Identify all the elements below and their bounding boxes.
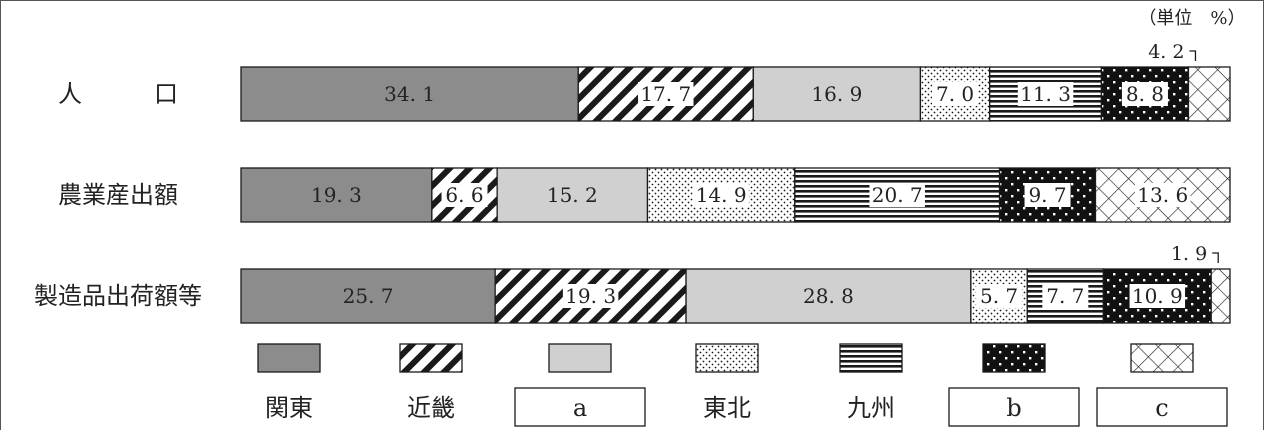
- data-label-bg: [976, 284, 1023, 308]
- data-label: 5. 7: [980, 284, 1018, 308]
- data-label: 34. 1: [384, 82, 435, 106]
- bar-segment: [1187, 66, 1231, 122]
- legend-label: 近畿: [407, 394, 455, 422]
- category-label: 製造品出荷額等: [34, 282, 202, 310]
- legend-swatch: [982, 343, 1046, 373]
- data-label-bg: [441, 183, 488, 207]
- data-label: 16. 9: [811, 82, 862, 106]
- data-label: 25. 7: [343, 284, 394, 308]
- callout-leader: [1212, 252, 1219, 263]
- bar-segment: [240, 167, 433, 223]
- legend-swatch: [695, 343, 759, 373]
- legend-name-box: [514, 387, 646, 427]
- data-label-bg: [1134, 183, 1191, 207]
- data-label: 6. 6: [445, 183, 483, 207]
- data-label-bg: [869, 183, 925, 207]
- data-label: 14. 9: [696, 183, 747, 207]
- data-label: 4. 2: [1148, 41, 1184, 63]
- unit-note: （単位 %）: [1138, 8, 1245, 29]
- data-label-bg: [1129, 284, 1186, 308]
- legend-label: c: [1155, 394, 1168, 422]
- bar-segment: [685, 268, 972, 324]
- legend: 関東 近畿 a 東北 九州 b c: [257, 343, 1228, 427]
- data-label: 10. 9: [1132, 284, 1183, 308]
- data-label-bg: [638, 82, 694, 106]
- data-label-bg: [1042, 284, 1089, 308]
- data-label: 19. 3: [311, 183, 362, 207]
- data-label-bg: [932, 82, 979, 106]
- data-label-bg: [693, 183, 749, 207]
- legend-name-box: [948, 387, 1080, 427]
- legend-swatch: [548, 343, 612, 373]
- legend-swatch: [257, 343, 321, 373]
- data-label: 1. 9: [1171, 243, 1207, 265]
- bars-layer: 人 口 34. 1 17. 7 16. 9 7. 0 11. 3 8. 8 4. 2 農業産出額…: [34, 41, 1231, 324]
- legend-label: 東北: [703, 394, 751, 422]
- legend-label: b: [1006, 394, 1021, 422]
- legend-swatch: [839, 343, 903, 373]
- legend-name-box: [1096, 387, 1228, 427]
- data-label: 7. 7: [1046, 284, 1084, 308]
- data-label-bg: [1024, 183, 1071, 207]
- category-label: 農業産出額: [58, 181, 178, 209]
- legend-label: a: [573, 394, 587, 422]
- bar-segment: [989, 66, 1103, 122]
- legend-label: 九州: [847, 394, 895, 422]
- data-label: 11. 3: [1020, 82, 1071, 106]
- data-label: 13. 6: [1137, 183, 1188, 207]
- bar-segment: [240, 66, 579, 122]
- data-label: 8. 8: [1126, 82, 1164, 106]
- data-label-bg: [1121, 82, 1168, 106]
- data-label-bg: [562, 284, 619, 308]
- data-label: 20. 7: [872, 183, 923, 207]
- data-label: 19. 3: [565, 284, 616, 308]
- bar-segment: [1210, 268, 1231, 324]
- data-label: 15. 2: [547, 183, 598, 207]
- data-label: 9. 7: [1028, 183, 1066, 207]
- legend-swatch: [1130, 343, 1194, 373]
- data-label: 28. 8: [803, 284, 854, 308]
- callout-leader: [1189, 50, 1197, 61]
- data-label: 17. 7: [640, 82, 691, 106]
- bar-segment: [794, 167, 1001, 223]
- legend-swatch: [399, 343, 463, 373]
- category-label: 人 口: [58, 80, 178, 108]
- bar-segment: [240, 268, 496, 324]
- data-label-bg: [1017, 82, 1074, 106]
- legend-label: 関東: [265, 394, 313, 422]
- data-label: 7. 0: [936, 82, 974, 106]
- bar-segment: [1026, 268, 1105, 324]
